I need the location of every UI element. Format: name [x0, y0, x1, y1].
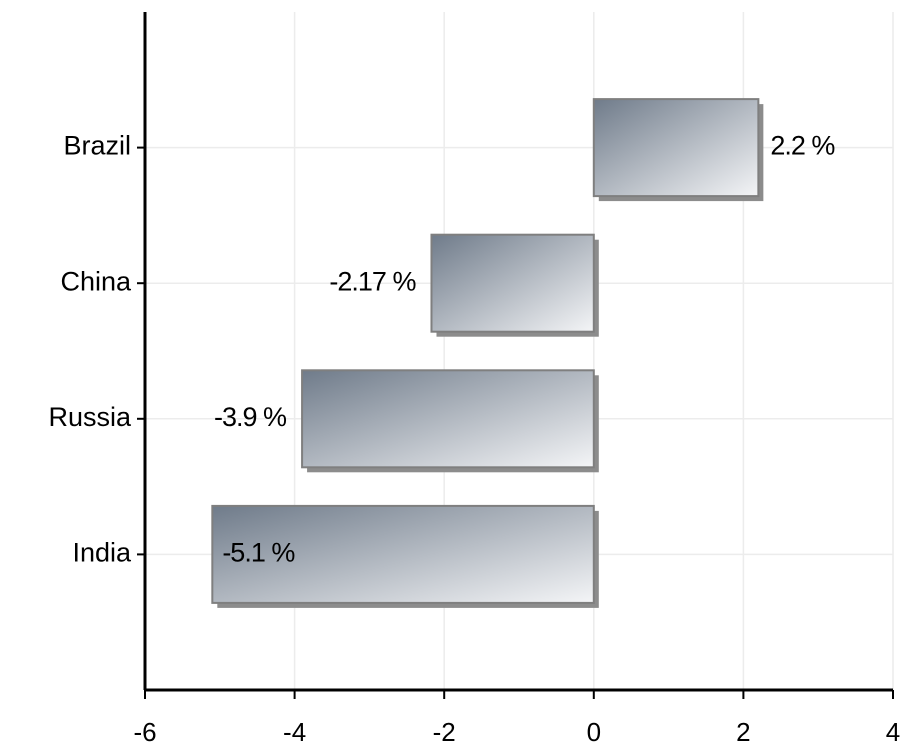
bar	[430, 233, 595, 333]
bar	[211, 504, 595, 604]
bar	[592, 98, 760, 198]
x-tick-label: 2	[736, 717, 750, 747]
y-tick-label: Russia	[48, 402, 132, 432]
value-label: -3.9 %	[214, 402, 287, 432]
y-tick-label: Brazil	[63, 131, 131, 161]
x-tick-label: 4	[886, 717, 900, 747]
bar	[301, 369, 595, 469]
y-tick-label: India	[72, 538, 132, 568]
value-label: 2.2 %	[770, 131, 835, 161]
x-tick-label: -6	[133, 717, 156, 747]
value-label: -5.1 %	[222, 538, 295, 568]
x-tick-label: -4	[283, 717, 306, 747]
x-tick-label: 0	[587, 717, 601, 747]
x-tick-label: -2	[433, 717, 456, 747]
value-label: -2.17 %	[329, 266, 416, 296]
y-tick-label: China	[60, 266, 132, 296]
